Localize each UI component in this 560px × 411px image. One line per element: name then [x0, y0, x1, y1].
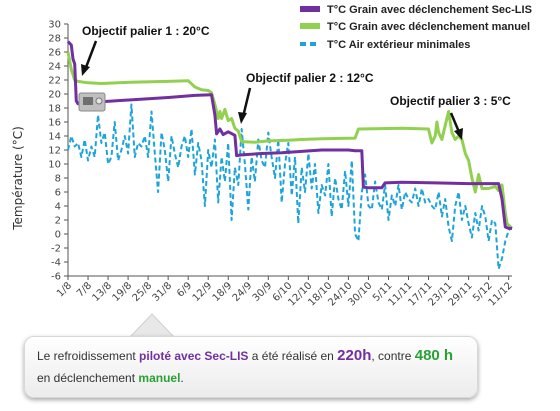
x-tick-label: 1/8 [55, 280, 74, 299]
y-tick-label: 14 [48, 132, 61, 143]
annotation-palier-2: Objectif palier 2 : 12°C [246, 71, 374, 85]
x-tick-label: 12/9 [191, 280, 215, 304]
annotation-arrow-3-head [454, 128, 463, 140]
annotation-arrow-1 [83, 40, 98, 71]
y-tick-label: 20 [48, 90, 61, 101]
x-tick-label: 13/8 [91, 280, 115, 304]
series-manuel-line [66, 51, 514, 230]
y-tick-label: 16 [48, 118, 61, 129]
legend-swatch-manuel [300, 23, 320, 29]
y-tick-label: 0 [55, 230, 61, 241]
annotation-arrow-2 [241, 87, 252, 118]
x-tick-label: 19/8 [111, 280, 135, 304]
callout-sec-lis: piloté avec Sec-LIS [139, 349, 249, 363]
legend-label-manuel: T°C Grain avec déclenchement manuel [327, 21, 530, 33]
y-tick-label: -6 [51, 272, 61, 283]
annotation-arrow-2-head [238, 112, 247, 124]
callout-480h: 480 h [414, 347, 454, 364]
y-tick-label: 28 [48, 34, 61, 45]
y-tick-label: 8 [55, 174, 61, 185]
x-tick-label: 31/8 [151, 280, 175, 304]
y-tick-label: 30 [48, 20, 61, 31]
sensor-image [78, 92, 106, 112]
y-tick-label: 6 [55, 188, 61, 199]
annotation-arrow-1-head [81, 64, 90, 76]
callout-text-2: a été réalisé en [248, 349, 338, 363]
callout-text-1: Le refroidissement [37, 349, 140, 363]
y-tick-label: 2 [55, 216, 61, 227]
y-tick-label: -2 [51, 244, 61, 255]
y-tick-label: 26 [48, 48, 61, 59]
series-air-line [67, 103, 513, 270]
annotation-palier-1: Objectif palier 1 : 20°C [82, 24, 210, 38]
callout-manuel: manuel [138, 371, 181, 385]
callout-text: Le refroidissement piloté avec Sec-LIS a… [37, 345, 467, 389]
y-tick-label: 22 [48, 76, 61, 87]
y-tick-label: 10 [48, 160, 61, 171]
y-tick-label: 24 [48, 62, 61, 73]
callout-box: Le refroidissement piloté avec Sec-LIS a… [24, 336, 478, 398]
annotation-arrow-3 [449, 112, 461, 133]
callout-220h: 220h [337, 347, 372, 364]
callout-text-5: . [180, 371, 184, 385]
x-tick-label: 25/8 [131, 280, 155, 304]
y-tick-label: 12 [48, 146, 61, 157]
y-tick-label: -4 [51, 258, 61, 269]
legend-swatch-sec-lis [300, 6, 320, 12]
x-tick-label: 30/9 [251, 280, 275, 304]
y-axis-label: Température (°C) [11, 126, 25, 231]
y-tick-label: 4 [55, 202, 61, 213]
axes [64, 23, 512, 280]
legend-label-sec-lis: T°C Grain avec déclenchement Sec-LIS [327, 4, 532, 16]
legend-label-air: T°C Air extérieur minimales [327, 39, 470, 51]
x-tick-label: 18/9 [211, 280, 235, 304]
annotation-palier-3: Objectif palier 3 : 5°C [390, 94, 511, 108]
callout-text-3: , contre [371, 349, 415, 363]
x-tick-label: 24/9 [231, 280, 255, 304]
legend: T°C Grain avec déclenchement Sec-LIS T°C… [300, 4, 532, 51]
callout-text-4: en déclenchement [37, 371, 139, 385]
callout: Le refroidissement piloté avec Sec-LIS a… [0, 310, 560, 411]
y-tick-label: 18 [48, 104, 61, 115]
